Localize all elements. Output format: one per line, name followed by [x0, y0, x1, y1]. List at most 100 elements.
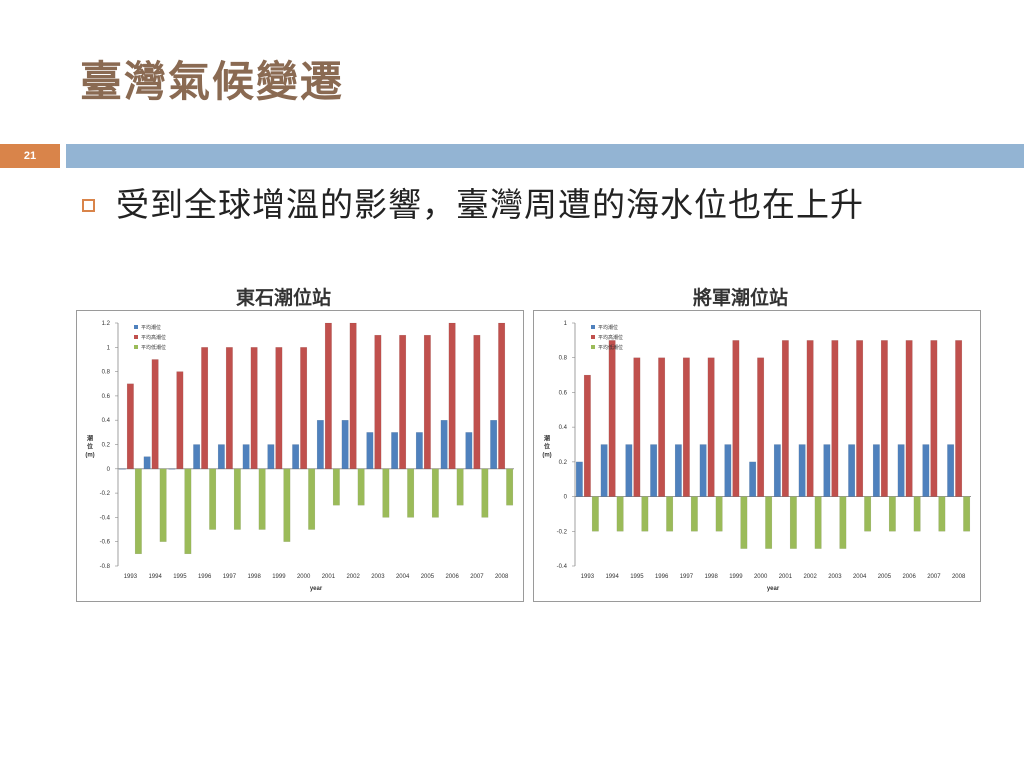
bar-2006-series-1 [897, 444, 905, 497]
y-tick-label: 0.8 [559, 356, 568, 362]
x-tick-label: 1997 [680, 574, 694, 580]
bar-2002-series-2 [806, 340, 814, 497]
bar-2008-series-3 [506, 468, 514, 506]
y-tick-label: 0 [107, 467, 111, 473]
bar-2003-series-1 [823, 444, 831, 497]
bar-1993-series-1 [575, 461, 583, 497]
bar-1998-series-3 [258, 468, 266, 530]
legend-swatch [591, 335, 595, 339]
bar-2007-series-2 [930, 340, 938, 497]
x-tick-label: 2000 [754, 574, 768, 580]
bar-1996-series-1 [650, 444, 658, 497]
bar-2000-series-1 [749, 461, 757, 497]
x-tick-label: 2000 [297, 574, 311, 580]
bar-1999-series-3 [740, 496, 748, 549]
bar-1997-series-3 [690, 496, 698, 532]
x-tick-label: 2006 [445, 574, 459, 580]
bar-1997-series-2 [225, 347, 233, 469]
y-tick-label: 0.2 [102, 443, 111, 449]
bar-2004-series-3 [407, 468, 415, 518]
legend-swatch [134, 345, 138, 349]
bar-2005-series-2 [423, 334, 431, 469]
bar-1999-series-1 [267, 444, 275, 469]
bar-2001-series-2 [324, 322, 332, 470]
bar-2001-series-3 [789, 496, 797, 549]
bar-2003-series-1 [366, 432, 374, 469]
chart-title-jiangjun: 將軍潮位站 [693, 287, 789, 309]
bar-2004-series-2 [399, 334, 407, 469]
x-tick-label: 2002 [803, 574, 817, 580]
bar-1997-series-1 [674, 444, 682, 497]
legend-swatch [134, 325, 138, 329]
bar-1998-series-3 [715, 496, 723, 532]
y-tick-label: 0 [564, 495, 568, 501]
x-tick-label: 2005 [878, 574, 892, 580]
bar-1999-series-2 [275, 347, 283, 469]
bar-1997-series-2 [682, 357, 690, 497]
bar-1993-series-3 [134, 468, 142, 555]
x-tick-label: 2003 [371, 574, 385, 580]
bar-1993-series-3 [591, 496, 599, 532]
bar-2002-series-2 [349, 322, 357, 470]
y-tick-label: 0.4 [559, 425, 568, 431]
y-tick-label: -0.4 [100, 515, 111, 521]
bar-1994-series-2 [608, 340, 616, 497]
bar-2000-series-3 [765, 496, 773, 549]
chart-jiangjun: -0.4 -0.2 0 0.2 0.4 0.6 0.8 1 潮位(m) 1993 1994 1995 1… [533, 310, 981, 602]
bar-2007-series-3 [481, 468, 489, 518]
bar-2003-series-3 [839, 496, 847, 549]
y-tick-label: 1 [107, 345, 111, 351]
x-tick-label: 2004 [396, 574, 410, 580]
y-axis-label: 潮位(m) [85, 435, 94, 459]
bar-1996-series-3 [209, 468, 217, 530]
bar-2008-series-2 [955, 340, 963, 497]
x-tick-label: 1996 [198, 574, 212, 580]
y-tick-label: 1 [564, 321, 568, 327]
bar-2004-series-2 [856, 340, 864, 497]
legend-swatch [591, 345, 595, 349]
legend-label: 平均低潮位 [598, 344, 623, 351]
x-tick-label: 2002 [346, 574, 360, 580]
x-tick-label: 2006 [902, 574, 916, 580]
bar-2001-series-1 [316, 419, 324, 469]
bar-2001-series-3 [332, 468, 340, 506]
slide-number: 21 [0, 144, 60, 168]
bar-2008-series-1 [490, 419, 498, 469]
bar-2008-series-3 [963, 496, 971, 532]
bar-2000-series-3 [308, 468, 316, 530]
bar-1995-series-2 [176, 371, 184, 469]
x-tick-label: 1993 [581, 574, 595, 580]
bar-1996-series-3 [666, 496, 674, 532]
y-tick-label: -0.8 [100, 564, 111, 570]
x-tick-label: 1996 [655, 574, 669, 580]
bar-1999-series-2 [732, 340, 740, 497]
bar-1996-series-1 [193, 444, 201, 469]
legend-swatch [134, 335, 138, 339]
bar-1995-series-3 [641, 496, 649, 532]
x-tick-label: 2003 [828, 574, 842, 580]
bar-1999-series-3 [283, 468, 291, 542]
legend-label: 平均高潮位 [141, 334, 166, 341]
legend-label: 平均潮位 [141, 324, 161, 331]
x-tick-label: 2005 [421, 574, 435, 580]
bar-2004-series-1 [848, 444, 856, 497]
y-tick-label: -0.4 [557, 564, 568, 570]
y-tick-label: 0.6 [102, 394, 111, 400]
bar-1997-series-1 [217, 444, 225, 469]
y-axis-label: 潮位(m) [542, 435, 551, 459]
bar-2002-series-1 [341, 419, 349, 469]
bar-2001-series-1 [773, 444, 781, 497]
bar-2006-series-3 [456, 468, 464, 506]
y-tick-label: -0.2 [557, 529, 568, 535]
y-tick-label: 0.6 [559, 390, 568, 396]
x-tick-label: 1993 [124, 574, 138, 580]
bar-1995-series-2 [633, 357, 641, 497]
x-tick-label: 1994 [148, 574, 162, 580]
x-tick-label: 1999 [729, 574, 743, 580]
bar-1994-series-3 [616, 496, 624, 532]
bar-2000-series-1 [292, 444, 300, 469]
bar-1993-series-2 [583, 374, 591, 497]
bar-2005-series-3 [431, 468, 439, 518]
bar-1998-series-2 [707, 357, 715, 497]
x-tick-label: 1995 [630, 574, 644, 580]
